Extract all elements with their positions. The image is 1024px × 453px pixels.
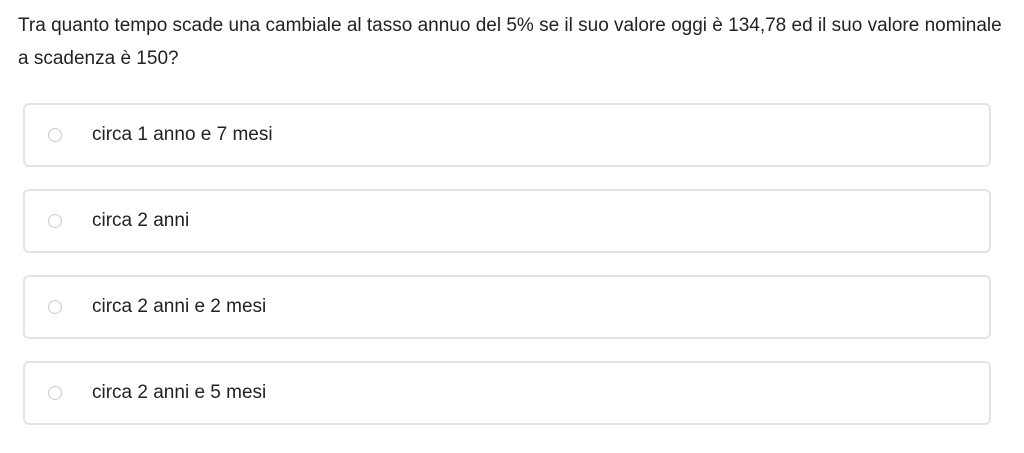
answer-option-4[interactable]: circa 2 anni e 5 mesi [23,361,991,425]
answer-option-3[interactable]: circa 2 anni e 2 mesi [23,275,991,339]
option-label: circa 2 anni e 2 mesi [92,296,267,317]
radio-button[interactable] [48,300,62,314]
radio-button[interactable] [48,386,62,400]
option-label: circa 2 anni e 5 mesi [92,382,267,403]
answer-option-2[interactable]: circa 2 anni [23,189,991,253]
question-text: Tra quanto tempo scade una cambiale al t… [18,15,1002,69]
radio-button[interactable] [48,128,62,142]
option-label: circa 1 anno e 7 mesi [92,124,273,145]
answer-option-1[interactable]: circa 1 anno e 7 mesi [23,103,991,167]
option-label: circa 2 anni [92,210,190,231]
radio-button[interactable] [48,214,62,228]
